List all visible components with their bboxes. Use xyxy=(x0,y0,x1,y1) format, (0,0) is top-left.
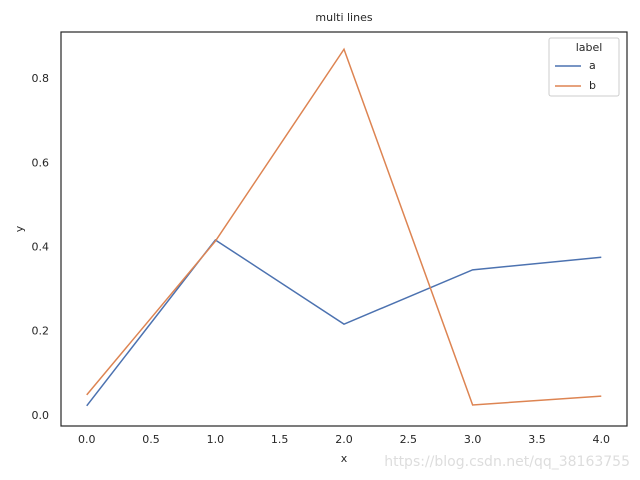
y-tick-label: 0.0 xyxy=(32,409,50,422)
x-tick-label: 3.0 xyxy=(464,433,482,446)
x-tick-label: 2.5 xyxy=(400,433,418,446)
x-tick-label: 0.0 xyxy=(78,433,96,446)
y-tick-label: 0.4 xyxy=(32,241,50,254)
x-tick-label: 1.5 xyxy=(271,433,289,446)
y-axis-label: y xyxy=(13,225,26,232)
line-series xyxy=(86,238,602,407)
legend-box xyxy=(548,37,620,97)
legend-label: a xyxy=(589,59,596,72)
chart-title: multi lines xyxy=(315,11,372,24)
y-tick-label: 0.6 xyxy=(32,156,50,169)
x-tick-label: 2.0 xyxy=(335,433,353,446)
watermark: https://blog.csdn.net/qq_38163755 xyxy=(384,454,630,470)
x-axis-label: x xyxy=(341,452,348,465)
x-tick-label: 3.5 xyxy=(528,433,546,446)
x-tick-label: 4.0 xyxy=(593,433,611,446)
y-tick-label: 0.2 xyxy=(32,325,50,338)
legend-title: label xyxy=(576,41,603,54)
line-series xyxy=(86,47,602,406)
x-tick-label: 0.5 xyxy=(142,433,160,446)
y-tick-label: 0.8 xyxy=(32,72,50,85)
plot-frame xyxy=(60,31,628,427)
x-tick-label: 1.0 xyxy=(207,433,225,446)
legend-label: b xyxy=(589,79,596,92)
